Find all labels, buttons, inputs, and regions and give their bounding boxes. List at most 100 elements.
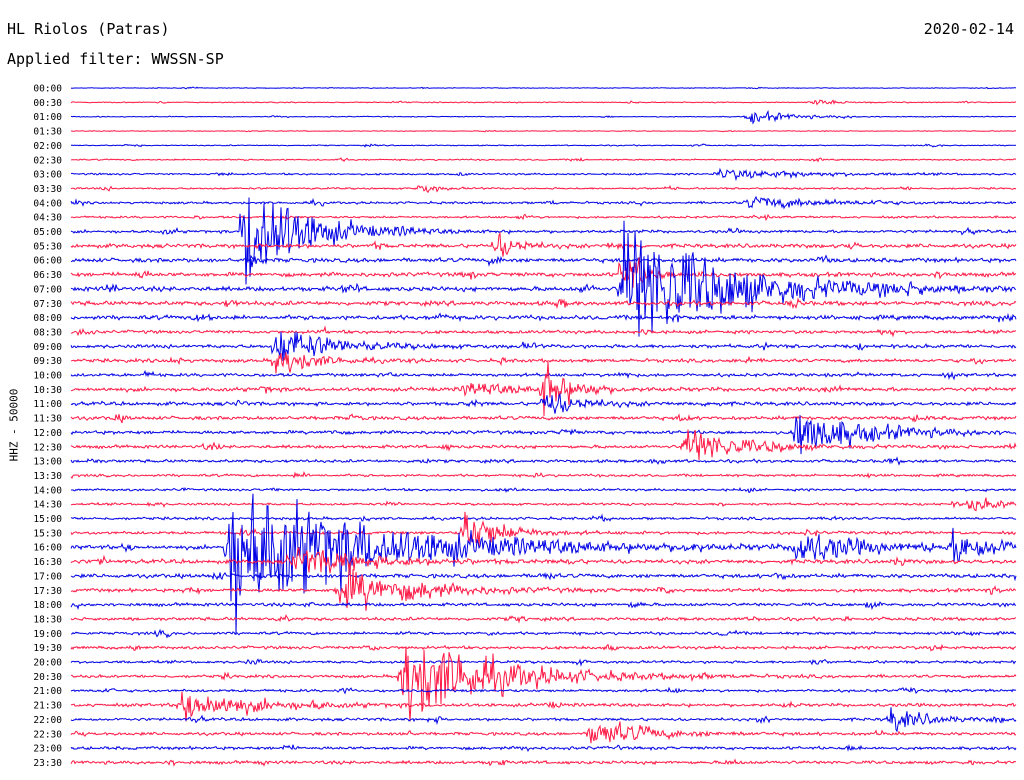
trace-row-0930 — [70, 352, 1017, 374]
trace-row-2130 — [70, 691, 1017, 722]
trace-row-0330 — [70, 184, 1017, 193]
station-title: HL Riolos (Patras) — [7, 20, 170, 38]
row-time-label: 13:30 — [33, 471, 62, 482]
row-time-label: 16:30 — [33, 557, 62, 568]
date-label: 2020-02-14 — [923, 20, 1014, 38]
row-time-label: 02:00 — [33, 141, 62, 152]
trace-row-1300 — [70, 456, 1017, 466]
trace-row-2300 — [70, 744, 1017, 753]
row-time-label: 09:30 — [33, 356, 62, 367]
row-time-label: 11:00 — [33, 399, 62, 410]
row-time-label: 06:00 — [33, 256, 62, 267]
trace-row-2000 — [70, 658, 1017, 667]
row-time-label: 00:30 — [33, 98, 62, 109]
trace-row-0800 — [70, 312, 1017, 323]
row-time-label: 22:30 — [33, 729, 62, 740]
trace-row-0730 — [70, 297, 1017, 310]
row-time-label: 08:30 — [33, 327, 62, 338]
row-time-label: 12:00 — [33, 428, 62, 439]
trace-row-0430 — [70, 213, 1017, 222]
trace-row-0900 — [70, 331, 1017, 361]
row-time-label: 05:30 — [33, 241, 62, 252]
trace-row-1230 — [70, 429, 1017, 461]
trace-row-0530 — [70, 231, 1017, 257]
row-time-label: 08:00 — [33, 313, 62, 324]
trace-row-1100 — [70, 392, 1017, 414]
row-time-label: 07:00 — [33, 284, 62, 295]
row-time-label: 21:00 — [33, 686, 62, 697]
row-time-label: 22:00 — [33, 715, 62, 726]
row-time-label: 07:30 — [33, 299, 62, 310]
trace-row-1930 — [70, 643, 1017, 652]
trace-row-2200 — [70, 707, 1017, 733]
row-time-label: 12:30 — [33, 442, 62, 453]
trace-row-1000 — [70, 369, 1017, 381]
trace-row-1600 — [70, 493, 1017, 635]
trace-row-0130 — [70, 129, 1017, 133]
row-time-label: 17:00 — [33, 571, 62, 582]
row-time-label: 23:30 — [33, 758, 62, 769]
trace-row-2030 — [70, 646, 1017, 722]
row-time-label: 05:00 — [33, 227, 62, 238]
row-time-label: 03:30 — [33, 184, 62, 195]
row-time-label: 20:00 — [33, 658, 62, 669]
traces-group — [70, 86, 1017, 767]
trace-row-0230 — [71, 157, 1017, 163]
row-time-label: 06:30 — [33, 270, 62, 281]
trace-row-1430 — [70, 497, 1017, 512]
row-time-label: 14:00 — [33, 485, 62, 496]
row-time-label: 16:00 — [33, 543, 62, 554]
trace-row-0300 — [70, 167, 1017, 182]
row-time-label: 15:30 — [33, 528, 62, 539]
trace-row-1500 — [70, 513, 1017, 523]
trace-row-1130 — [70, 413, 1017, 424]
row-time-label: 01:00 — [33, 112, 62, 123]
trace-row-0400 — [70, 195, 1017, 210]
row-time-label: 21:30 — [33, 701, 62, 712]
row-time-label: 00:00 — [33, 84, 62, 95]
trace-row-1900 — [70, 628, 1017, 639]
trace-row-1730 — [70, 563, 1017, 611]
row-time-label: 10:00 — [33, 371, 62, 382]
trace-row-1630 — [70, 546, 1017, 574]
row-time-label: 19:30 — [33, 643, 62, 654]
trace-row-0600 — [70, 254, 1017, 267]
trace-row-2330 — [70, 758, 1017, 767]
time-labels-group: 00:00 00:30 01:00 01:30 02:00 02:30 03:00 03:30… — [33, 84, 62, 769]
trace-row-1700 — [70, 571, 1017, 582]
row-time-label: 19:00 — [33, 629, 62, 640]
filter-label: Applied filter: WWSSN-SP — [7, 50, 224, 68]
row-time-label: 18:00 — [33, 600, 62, 611]
row-time-label: 01:30 — [33, 127, 62, 138]
trace-row-2230 — [70, 721, 1017, 744]
row-time-label: 04:30 — [33, 213, 62, 224]
row-time-label: 09:00 — [33, 342, 62, 353]
row-time-label: 03:00 — [33, 170, 62, 181]
trace-row-0500 — [70, 197, 1017, 285]
trace-row-0000 — [70, 86, 1017, 90]
row-time-label: 18:30 — [33, 614, 62, 625]
trace-row-0200 — [70, 143, 1017, 148]
row-time-label: 14:30 — [33, 500, 62, 511]
row-time-label: 13:00 — [33, 457, 62, 468]
trace-row-0630 — [70, 257, 1017, 288]
trace-row-0700 — [70, 220, 1017, 337]
trace-row-1400 — [70, 486, 1017, 494]
trace-row-1830 — [70, 614, 1017, 624]
row-time-label: 15:00 — [33, 514, 62, 525]
row-time-label: 10:30 — [33, 385, 62, 396]
trace-row-0100 — [70, 109, 1017, 125]
trace-row-1200 — [70, 415, 1017, 455]
trace-row-1800 — [70, 601, 1017, 611]
trace-row-1330 — [70, 471, 1017, 479]
trace-row-0830 — [70, 325, 1017, 338]
trace-row-0030 — [70, 99, 1017, 106]
trace-row-1030 — [70, 361, 1017, 416]
row-time-label: 04:00 — [33, 198, 62, 209]
row-time-label: 02:30 — [33, 155, 62, 166]
row-time-label: 20:30 — [33, 672, 62, 683]
trace-row-2100 — [70, 686, 1017, 695]
row-time-label: 11:30 — [33, 414, 62, 425]
row-time-label: 17:30 — [33, 586, 62, 597]
